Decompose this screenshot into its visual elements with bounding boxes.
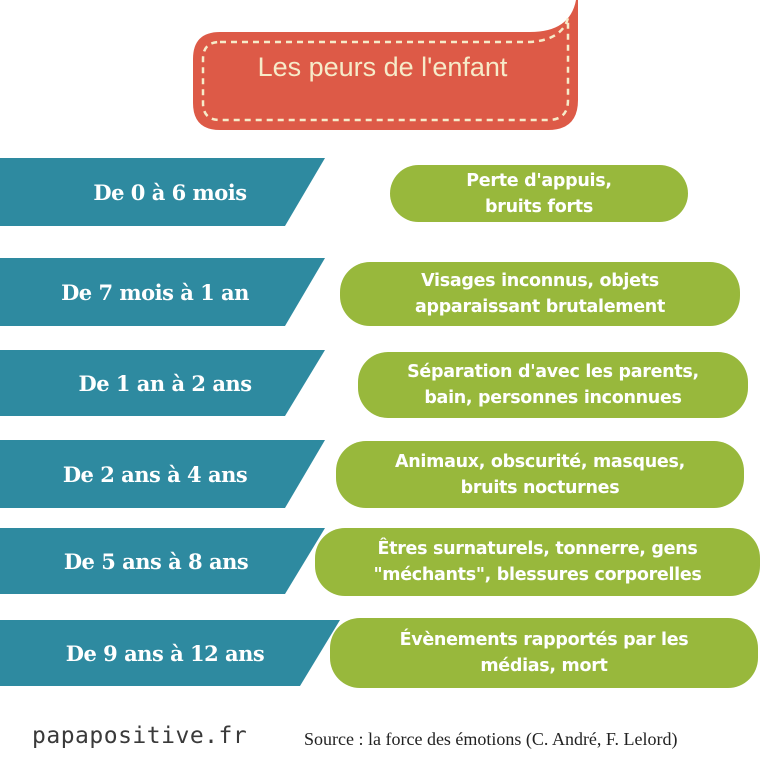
fear-text-line: apparaissant brutalement (414, 297, 666, 317)
fear-pill: Êtres surnaturels, tonnerre, gens "méchan… (315, 528, 760, 596)
fear-text-line: Perte d'appuis, (466, 170, 612, 191)
age-label: De 5 ans à 8 ans (63, 548, 249, 574)
fear-text-line: Évènements rapportés par les (399, 630, 689, 650)
fear-text-line: bain, personnes inconnues (424, 388, 682, 408)
age-band: De 7 mois à 1 an (0, 258, 330, 326)
brand-logo-text: papapositive.fr (32, 723, 248, 749)
speech-bubble-shape (193, 0, 578, 130)
age-band: De 9 ans à 12 ans (0, 620, 345, 686)
age-band: De 1 an à 2 ans (0, 350, 330, 416)
fear-pill: Séparation d'avec les parents, bain, pers… (358, 352, 748, 418)
fear-text-line: bruits nocturnes (460, 477, 620, 498)
fear-text-line: Visages inconnus, objets (421, 271, 659, 291)
fear-text-line: Êtres surnaturels, tonnerre, gens (377, 539, 698, 559)
age-label: De 9 ans à 12 ans (65, 640, 265, 666)
fear-text-line: Séparation d'avec les parents, (407, 362, 699, 382)
fear-pill: Évènements rapportés par les médias, mort (330, 618, 758, 688)
age-band: De 2 ans à 4 ans (0, 440, 330, 508)
fear-text-line: Animaux, obscurité, masques, (395, 451, 685, 472)
source-citation: Source : la force des émotions (C. André… (304, 729, 678, 749)
age-label: De 7 mois à 1 an (61, 279, 249, 305)
age-label: De 0 à 6 mois (93, 179, 247, 205)
title-bubble: Les peurs de l'enfant (190, 0, 582, 134)
age-label: De 2 ans à 4 ans (62, 461, 248, 487)
fear-pill: Visages inconnus, objets apparaissant bru… (340, 262, 740, 326)
age-band: De 0 à 6 mois (0, 158, 330, 226)
age-band: De 5 ans à 8 ans (0, 528, 330, 594)
fear-text-line: "méchants", blessures corporelles (373, 565, 702, 585)
fear-text-line: bruits forts (485, 196, 593, 217)
fear-pill: Animaux, obscurité, masques, bruits noctu… (336, 441, 744, 508)
page-title: Les peurs de l'enfant (257, 52, 508, 82)
age-label: De 1 an à 2 ans (78, 370, 252, 396)
fear-pill: Perte d'appuis, bruits forts (390, 165, 688, 222)
fear-text-line: médias, mort (480, 656, 608, 676)
